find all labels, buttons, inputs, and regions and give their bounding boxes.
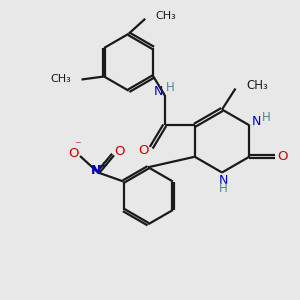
Text: CH₃: CH₃ [156, 11, 176, 21]
Text: CH₃: CH₃ [246, 79, 268, 92]
Text: CH₃: CH₃ [50, 74, 71, 85]
Text: O: O [139, 144, 149, 157]
Text: N: N [219, 174, 228, 188]
Text: H: H [219, 182, 228, 196]
Text: O: O [68, 146, 79, 160]
Text: N: N [154, 85, 164, 98]
Text: N: N [252, 115, 262, 128]
Text: O: O [114, 145, 124, 158]
Text: H: H [166, 81, 175, 94]
Text: +: + [99, 161, 108, 171]
Text: O: O [277, 150, 287, 163]
Text: ⁻: ⁻ [74, 139, 80, 152]
Text: N: N [92, 164, 102, 178]
Text: H: H [261, 111, 270, 124]
